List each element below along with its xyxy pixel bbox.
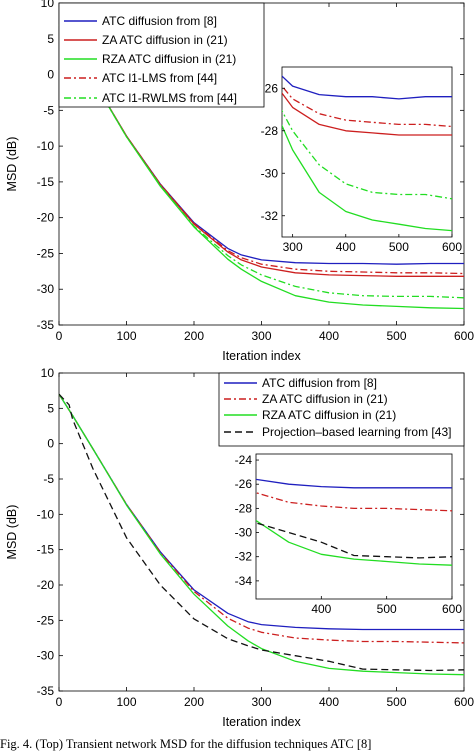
inset-x-tick-label: 600 [442,240,462,254]
y-axis-label: MSD (dB) [5,505,19,560]
legend-entry-1: ZA ATC diffusion in (21) [102,33,228,47]
x-axis-label: Iteration index [222,715,301,729]
inset-x-tick-label: 500 [389,240,409,254]
x-tick-label: 600 [454,329,474,343]
y-tick-label: -35 [37,684,55,698]
inset-series-line-0 [282,75,452,100]
y-tick-label: -5 [43,103,54,117]
y-tick-label: -20 [37,211,55,225]
inset-y-tick-label: -30 [261,166,279,180]
inset-x-tick-label: 600 [442,602,462,616]
y-tick-label: -20 [37,578,55,592]
inset-x-tick-label: 400 [336,240,356,254]
legend-box [218,372,465,447]
inset-frame [281,66,453,238]
x-tick-label: 600 [454,695,474,709]
inset-y-tick-label: -32 [261,209,279,223]
x-tick-label: 100 [116,329,136,343]
inset-series-line-0 [256,478,452,489]
inset-series-group [282,75,452,232]
y-tick-label: -30 [37,649,55,663]
y-axis-label: MSD (dB) [5,137,19,192]
x-tick-label: 500 [386,695,406,709]
legend-entry-2: RZA ATC diffusion in (21) [102,52,236,66]
y-tick-label: -15 [37,543,55,557]
x-tick-label: 400 [319,695,339,709]
inset-series-line-3 [282,85,452,128]
inset-x-tick-label: 500 [377,602,397,616]
x-tick-label: 100 [116,695,136,709]
legend-entry-0: ATC diffusion from [8] [102,14,217,28]
inset-series-group [256,478,452,566]
y-tick-label: 0 [47,68,54,82]
legend-entry-1: ZA ATC diffusion in (21) [262,392,388,406]
legend-entry-3: ATC l1-LMS from [44] [102,71,217,85]
y-tick-label: 10 [41,366,55,380]
y-tick-label: 0 [47,437,54,451]
inset-frame [255,453,453,600]
y-tick-label: -5 [43,472,54,486]
chart-panel-top: 0 100 200 300 400 500 600 10 5 0 -5 -10 -15 -20 -25 -30… [5,0,474,363]
x-tick-label: 500 [386,329,406,343]
inset-y-tick-label: -26 [235,477,253,491]
inset-y-tick-label: -28 [261,124,279,138]
legend-entry-0: ATC diffusion from [8] [262,376,377,390]
chart-panel-bottom: 0 100 200 300 400 500 600 10 5 0 -5 -10 -15 -20 -25 -30… [5,366,474,729]
inset-y-tick-label: -32 [235,550,253,564]
x-tick-label: 200 [184,695,204,709]
x-tick-label: 0 [56,329,63,343]
inset-series-line-2 [282,124,452,232]
y-tick-label: -30 [37,282,55,296]
y-tick-label: 5 [47,401,54,415]
x-tick-label: 400 [319,329,339,343]
x-tick-label: 200 [184,329,204,343]
x-tick-label: 0 [56,695,63,709]
inset-y-tick-label: -26 [261,81,279,95]
y-tick-label: -25 [37,613,55,627]
inset-x-tick-label: 400 [311,602,331,616]
inset-y-tick-label: -24 [235,453,253,467]
x-tick-label: 300 [251,695,271,709]
inset-series-line-2 [256,519,452,566]
y-tick-label: 10 [41,0,55,10]
inset-series-line-1 [282,92,452,136]
y-tick-label: -10 [37,507,55,521]
y-tick-label: 5 [47,32,54,46]
y-tick-label: -10 [37,139,55,153]
legend-entry-3: Projection–based learning from [43] [262,425,451,439]
series-line-3 [58,393,465,672]
inset-y-tick-label: -30 [235,526,253,540]
figure-caption: Fig. 4. (Top) Transient network MSD for … [0,737,372,751]
inset-y-tick-label: -28 [235,501,253,515]
x-tick-label: 300 [251,329,271,343]
x-axis-label: Iteration index [222,349,301,363]
legend-entry-4: ATC l1-RWLMS from [44] [102,91,237,105]
y-tick-label: -25 [37,246,55,260]
inset-series-line-1 [256,491,452,512]
series-line-2 [58,393,465,676]
inset-x-tick-label: 300 [283,240,303,254]
inset-y-tick-label: -34 [235,574,253,588]
y-tick-label: -35 [37,318,55,332]
y-tick-label: -15 [37,175,55,189]
legend-entry-2: RZA ATC diffusion in (21) [262,408,396,422]
